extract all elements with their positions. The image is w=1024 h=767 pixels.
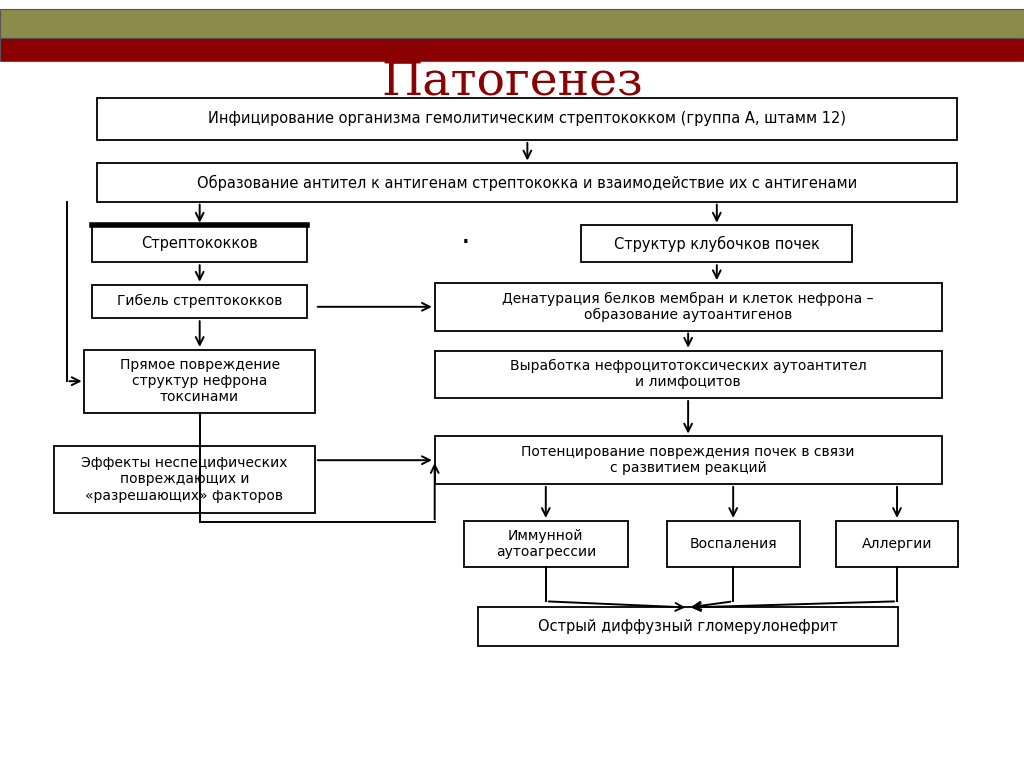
- Text: Воспаления: Воспаления: [689, 537, 777, 551]
- Bar: [464, 521, 628, 567]
- Text: Иммунной
аутоагрессии: Иммунной аутоагрессии: [496, 528, 596, 559]
- Bar: [84, 350, 315, 413]
- Bar: [92, 285, 307, 318]
- Text: Гибель стрептококков: Гибель стрептококков: [117, 295, 283, 308]
- Bar: [435, 351, 942, 398]
- Bar: [0, 38, 1024, 61]
- Bar: [667, 521, 800, 567]
- Bar: [836, 521, 958, 567]
- Text: Аллергии: Аллергии: [862, 537, 932, 551]
- Text: ·: ·: [461, 229, 471, 258]
- Text: Денатурация белков мембран и клеток нефрона –
образование аутоантигенов: Денатурация белков мембран и клеток нефр…: [503, 291, 873, 322]
- Text: Острый диффузный гломерулонефрит: Острый диффузный гломерулонефрит: [539, 619, 838, 634]
- Bar: [435, 436, 942, 484]
- Bar: [53, 446, 315, 513]
- Text: Потенцирование повреждения почек в связи
с развитием реакций: Потенцирование повреждения почек в связи…: [521, 445, 855, 476]
- Text: Инфицирование организма гемолитическим стрептококком (группа А, штамм 12): Инфицирование организма гемолитическим с…: [208, 111, 847, 127]
- Bar: [97, 97, 957, 140]
- Text: Эффекты неспецифических
повреждающих и
«разрешающих» факторов: Эффекты неспецифических повреждающих и «…: [81, 456, 288, 502]
- Bar: [97, 163, 957, 202]
- Bar: [478, 607, 898, 646]
- Text: Прямое повреждение
структур нефрона
токсинами: Прямое повреждение структур нефрона токс…: [120, 358, 280, 404]
- Text: Выработка нефроцитотоксических аутоантител
и лимфоцитов: Выработка нефроцитотоксических аутоантит…: [510, 359, 866, 390]
- Bar: [0, 9, 1024, 38]
- Text: Патогенез: Патогенез: [381, 59, 643, 105]
- Text: Структур клубочков почек: Структур клубочков почек: [613, 235, 820, 252]
- Text: Образование антител к антигенам стрептококка и взаимодействие их с антигенами: Образование антител к антигенам стрепток…: [198, 174, 857, 191]
- Bar: [92, 225, 307, 262]
- Bar: [435, 283, 942, 331]
- Bar: [581, 225, 852, 262]
- Text: Стрептококков: Стрептококков: [141, 236, 258, 252]
